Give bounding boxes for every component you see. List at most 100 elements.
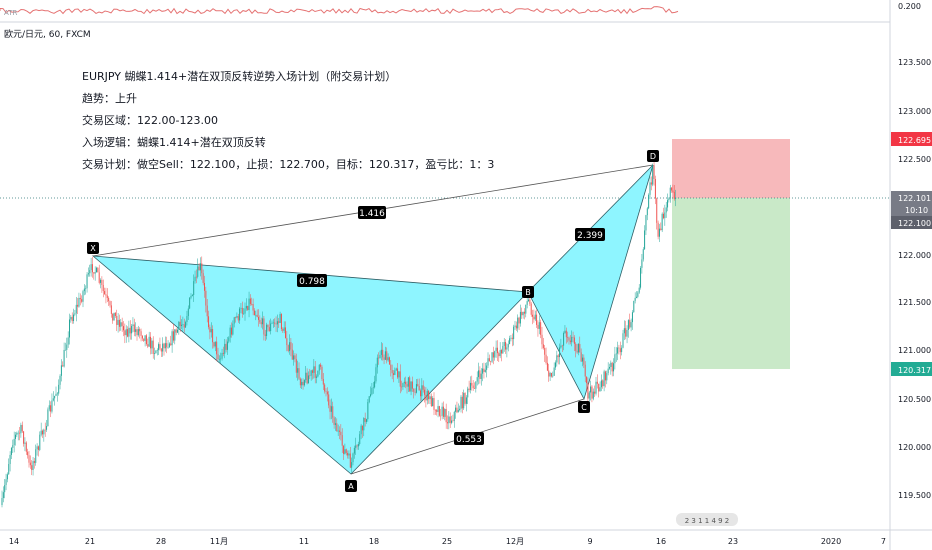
candle-body <box>343 445 345 454</box>
candle-body <box>509 338 511 345</box>
candle-body <box>347 452 349 456</box>
candle-body <box>2 492 4 499</box>
candle-body <box>514 325 516 327</box>
candle-body <box>606 373 608 381</box>
candle-body <box>568 337 570 341</box>
candle-body <box>442 406 444 417</box>
candle-body <box>255 314 257 316</box>
candle-body <box>295 359 297 373</box>
candle-body <box>263 318 265 335</box>
candle-body <box>478 370 480 378</box>
candle-body <box>216 341 218 355</box>
candle-body <box>582 357 583 362</box>
stop-loss-zone <box>672 139 790 198</box>
point-b: B <box>522 286 534 298</box>
candle-body <box>275 323 277 325</box>
candle-body <box>364 418 366 422</box>
candle-body <box>430 396 432 407</box>
candle-body <box>179 321 181 326</box>
candle-body <box>245 305 247 309</box>
candle-body <box>31 465 33 470</box>
candle-body <box>290 342 292 350</box>
candle-body <box>523 311 525 314</box>
candle-body <box>178 321 180 330</box>
candle-body <box>274 322 276 324</box>
candle-body <box>247 305 249 310</box>
candle-body <box>391 369 393 374</box>
candle-body <box>590 386 592 393</box>
ratio-bcd: 2.399 <box>577 231 603 241</box>
svg-text:122.101: 122.101 <box>898 194 931 203</box>
candle-body <box>93 272 95 274</box>
candle-body <box>266 324 268 336</box>
candle-body <box>505 342 507 350</box>
ratio-label-xab: 0.798 <box>297 274 327 287</box>
candle-body <box>276 321 278 325</box>
time-tick: 7 <box>881 537 886 546</box>
candle-body <box>81 299 83 302</box>
candle-body <box>156 350 158 351</box>
candle-body <box>154 353 156 354</box>
candle-body <box>89 270 91 274</box>
candle-body <box>428 390 430 400</box>
candle-body <box>332 406 334 418</box>
candle-body <box>52 398 54 401</box>
candle-body <box>506 347 508 350</box>
candle-body <box>658 228 660 237</box>
candle-body <box>472 385 474 389</box>
indicator-value: 0.200 <box>898 2 921 11</box>
ratio-xab: 0.798 <box>299 277 325 287</box>
candle-body <box>33 461 35 463</box>
candle-body <box>619 348 621 353</box>
candle-body <box>600 380 602 388</box>
candle-body <box>210 329 212 333</box>
candle-body <box>102 284 104 292</box>
candle-body <box>232 323 234 335</box>
candle-body <box>525 304 527 314</box>
candle-body <box>106 295 108 298</box>
candle-body <box>592 391 594 399</box>
point-b-label: B <box>525 288 531 297</box>
candle-body <box>663 213 664 219</box>
candle-body <box>71 316 73 322</box>
candle-body <box>636 296 637 298</box>
candle-body <box>627 320 629 330</box>
candle-body <box>550 372 552 377</box>
candle-body <box>239 308 241 321</box>
candle-body <box>421 385 423 397</box>
candle-body <box>237 316 239 321</box>
candle-body <box>572 336 574 338</box>
candle-body <box>664 212 666 219</box>
candle-body <box>135 329 137 332</box>
candle-body <box>101 279 103 285</box>
candle-body <box>191 295 193 296</box>
candle-body <box>79 297 81 300</box>
candle-body <box>599 387 601 392</box>
candle-body <box>448 416 450 424</box>
candle-body <box>136 329 138 336</box>
time-tick: 12月 <box>506 537 524 546</box>
candle-body <box>653 165 655 179</box>
candle-body <box>471 382 473 386</box>
candle-body <box>499 350 501 357</box>
candle-body <box>417 384 419 386</box>
candle-body <box>91 264 93 273</box>
time-tick: 14 <box>9 537 19 546</box>
candle-body <box>536 314 538 325</box>
candle-body <box>414 391 416 393</box>
candle-body <box>36 446 38 450</box>
candle-body <box>35 449 37 463</box>
annotation-plan: 交易计划：做空Sell：122.100，止损：122.700，目标：120.31… <box>82 157 494 171</box>
candle-body <box>187 308 189 317</box>
candle-body <box>460 396 462 409</box>
candle-body <box>86 274 88 289</box>
candle-body <box>353 447 355 454</box>
candle-body <box>253 310 255 316</box>
candle-body <box>438 406 440 416</box>
candle-body <box>486 365 488 370</box>
candle-body <box>626 329 628 337</box>
candle-body <box>469 382 471 391</box>
candle-body <box>534 314 536 320</box>
ratio-abc: 0.553 <box>456 435 482 445</box>
point-c: C <box>578 401 590 413</box>
